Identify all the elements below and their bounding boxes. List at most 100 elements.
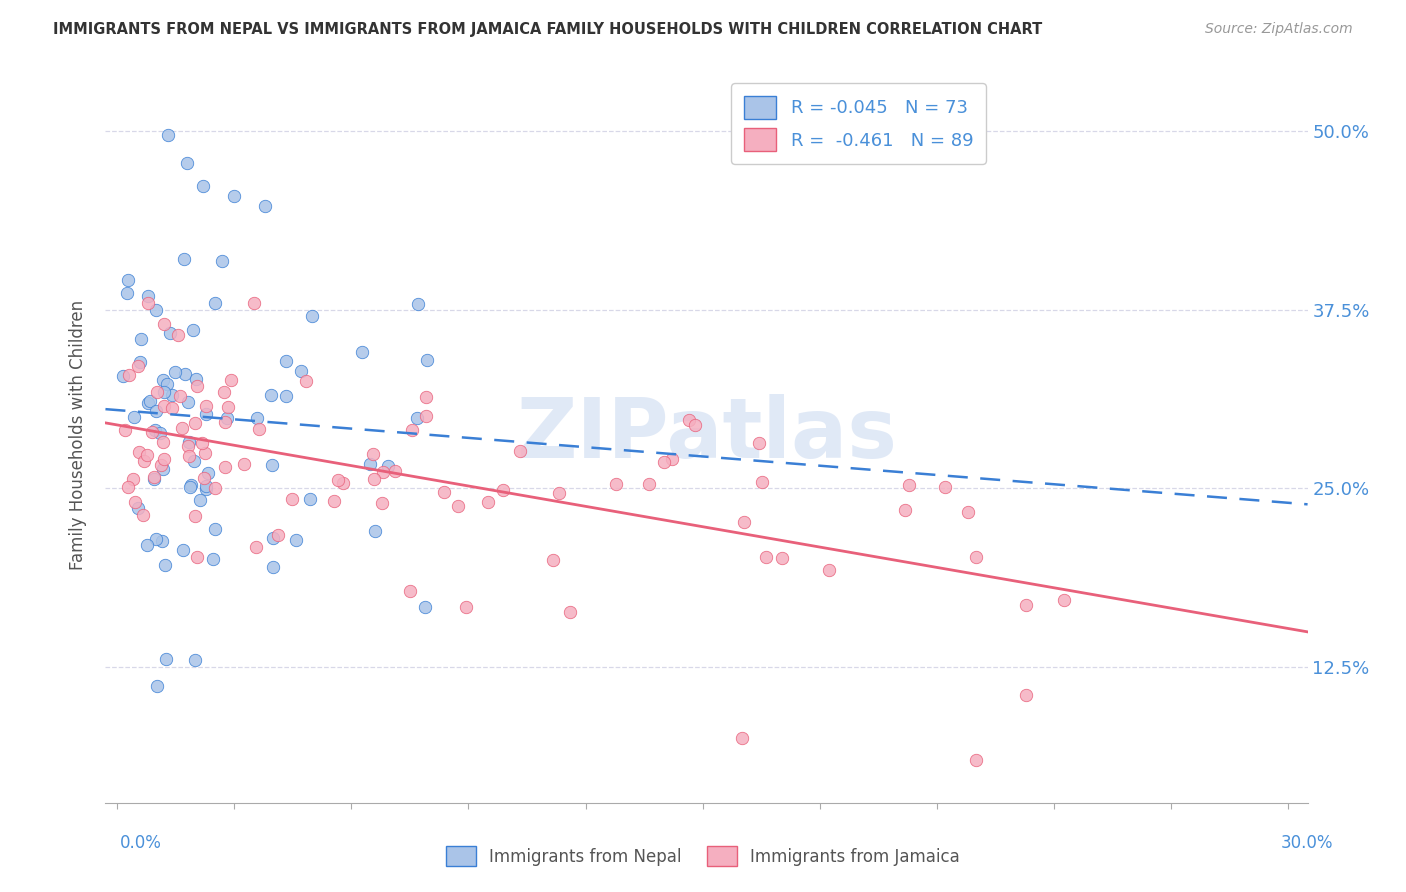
Point [242, 295, 264, 310]
Point [190, 436, 212, 450]
Point [186, 379, 208, 393]
Point [685, 418, 707, 433]
Point [186, 550, 208, 565]
Point [898, 477, 921, 491]
Point [204, 295, 226, 310]
Point [150, 534, 173, 549]
Point [284, 533, 307, 547]
Point [195, 408, 218, 422]
Point [153, 452, 176, 467]
Point [359, 457, 381, 471]
Point [956, 505, 979, 519]
Point [214, 415, 236, 429]
Point [893, 503, 915, 517]
Point [195, 482, 218, 496]
Point [195, 399, 218, 413]
Point [152, 462, 174, 476]
Point [184, 416, 207, 430]
Text: Source: ZipAtlas.com: Source: ZipAtlas.com [1205, 22, 1353, 37]
Point [406, 411, 429, 425]
Point [117, 273, 139, 287]
Point [413, 599, 436, 614]
Point [733, 516, 755, 530]
Point [605, 477, 627, 491]
Point [117, 480, 139, 494]
Point [965, 753, 987, 767]
Point [415, 409, 437, 424]
Point [363, 472, 385, 486]
Point [262, 458, 284, 472]
Point [818, 563, 841, 577]
Point [232, 457, 254, 471]
Point [477, 494, 499, 508]
Point [755, 550, 778, 565]
Point [163, 365, 186, 379]
Point [1015, 598, 1038, 612]
Point [193, 471, 215, 485]
Point [112, 369, 135, 384]
Point [361, 447, 384, 461]
Point [145, 403, 167, 417]
Point [377, 459, 399, 474]
Point [153, 317, 176, 331]
Point [143, 423, 166, 437]
Point [136, 448, 159, 462]
Point [543, 553, 565, 567]
Point [219, 373, 242, 387]
Point [245, 540, 267, 554]
Point [246, 410, 269, 425]
Point [509, 444, 531, 458]
Point [965, 550, 987, 565]
Point [118, 368, 141, 382]
Point [160, 401, 183, 415]
Point [183, 454, 205, 468]
Point [128, 445, 150, 459]
Point [150, 458, 173, 472]
Point [298, 491, 321, 506]
Point [276, 353, 298, 368]
Point [167, 327, 190, 342]
Point [149, 425, 172, 440]
Point [191, 178, 214, 193]
Point [281, 492, 304, 507]
Point [179, 480, 201, 494]
Point [224, 188, 246, 202]
Point [153, 558, 176, 573]
Point [322, 493, 344, 508]
Point [173, 368, 195, 382]
Point [153, 400, 176, 414]
Point [139, 393, 162, 408]
Point [114, 423, 136, 437]
Point [135, 538, 157, 552]
Point [152, 434, 174, 449]
Point [159, 326, 181, 341]
Point [262, 560, 284, 574]
Point [127, 500, 149, 515]
Point [169, 389, 191, 403]
Point [176, 155, 198, 169]
Point [652, 454, 675, 468]
Point [548, 485, 571, 500]
Point [328, 473, 350, 487]
Point [730, 731, 752, 746]
Point [247, 422, 270, 436]
Point [145, 532, 167, 546]
Point [138, 288, 160, 302]
Point [364, 524, 387, 538]
Point [138, 295, 160, 310]
Y-axis label: Family Households with Children: Family Households with Children [69, 300, 87, 570]
Point [217, 400, 239, 414]
Point [153, 384, 176, 399]
Point [204, 523, 226, 537]
Point [415, 390, 437, 404]
Point [197, 466, 219, 480]
Point [134, 454, 156, 468]
Point [170, 420, 193, 434]
Point [181, 323, 204, 337]
Point [143, 472, 166, 486]
Point [350, 344, 373, 359]
Point [173, 252, 195, 267]
Point [492, 483, 515, 498]
Point [136, 396, 159, 410]
Point [156, 128, 179, 143]
